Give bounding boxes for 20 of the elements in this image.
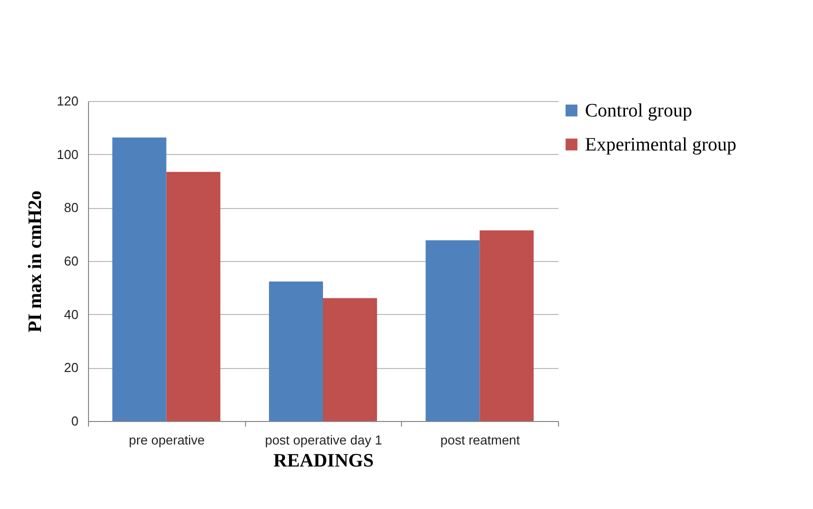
- y-tick-label: 120: [56, 94, 78, 108]
- bar: [426, 240, 480, 421]
- y-tick-label: 40: [64, 306, 78, 322]
- y-tick-label: 60: [64, 254, 78, 268]
- y-tick-label: 80: [64, 200, 78, 216]
- x-tick-label: pre operative: [128, 432, 205, 448]
- y-tick-label: 100: [56, 146, 78, 162]
- bar: [268, 282, 323, 421]
- bar: [112, 138, 166, 421]
- y-axis-title: PI max in cmH2o: [24, 190, 46, 332]
- bar: [480, 230, 534, 421]
- bar: [166, 172, 220, 421]
- bar: [323, 298, 378, 421]
- y-tick-label: 20: [64, 360, 78, 376]
- x-tick-label: post reatment: [440, 432, 520, 448]
- x-tick-label: post operative day 1: [264, 432, 382, 448]
- x-axis-title: READINGS: [273, 450, 374, 472]
- legend-label: Experimental group: [585, 134, 736, 156]
- y-tick-label: 0: [71, 414, 78, 428]
- legend-label: Control group: [585, 100, 692, 122]
